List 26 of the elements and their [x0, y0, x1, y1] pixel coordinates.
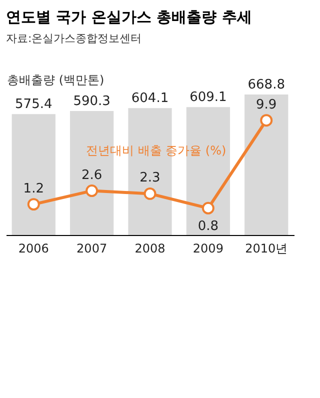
data-label: 2.3: [140, 170, 160, 186]
point: [27, 198, 40, 211]
point: [202, 202, 214, 214]
point: [260, 114, 273, 127]
data-label: 668.8: [248, 78, 285, 93]
x-tick-label: 2010년: [245, 242, 288, 256]
data-label: 0.8: [198, 219, 219, 234]
data-label: 609.1: [190, 90, 227, 106]
data-label: 590.3: [73, 94, 110, 110]
x-tick-label: 2009: [192, 242, 224, 256]
data-label: 9.9: [256, 97, 277, 112]
x-tick-label: 2008: [134, 242, 166, 256]
point: [86, 184, 98, 198]
x-tick-label: 2007: [76, 242, 108, 256]
bar: [12, 114, 56, 235]
data-label: 2.6: [81, 168, 102, 183]
chart-subtitle: 자료:온실가스종합정보센터: [6, 32, 142, 45]
point: [144, 187, 156, 200]
x-tick-label: 2006: [18, 242, 49, 256]
data-label: 604.1: [131, 91, 169, 106]
bar: [244, 94, 288, 235]
text: 총배출량 (백만톤): [7, 73, 104, 87]
data-label: 1.2: [23, 181, 44, 196]
data-label: 575.4: [15, 97, 52, 112]
chart-title: 연도별 국가 온실가스 총배출량 추세: [6, 8, 252, 26]
series-label: 전년대비 배출 증가율 (%): [86, 143, 226, 158]
